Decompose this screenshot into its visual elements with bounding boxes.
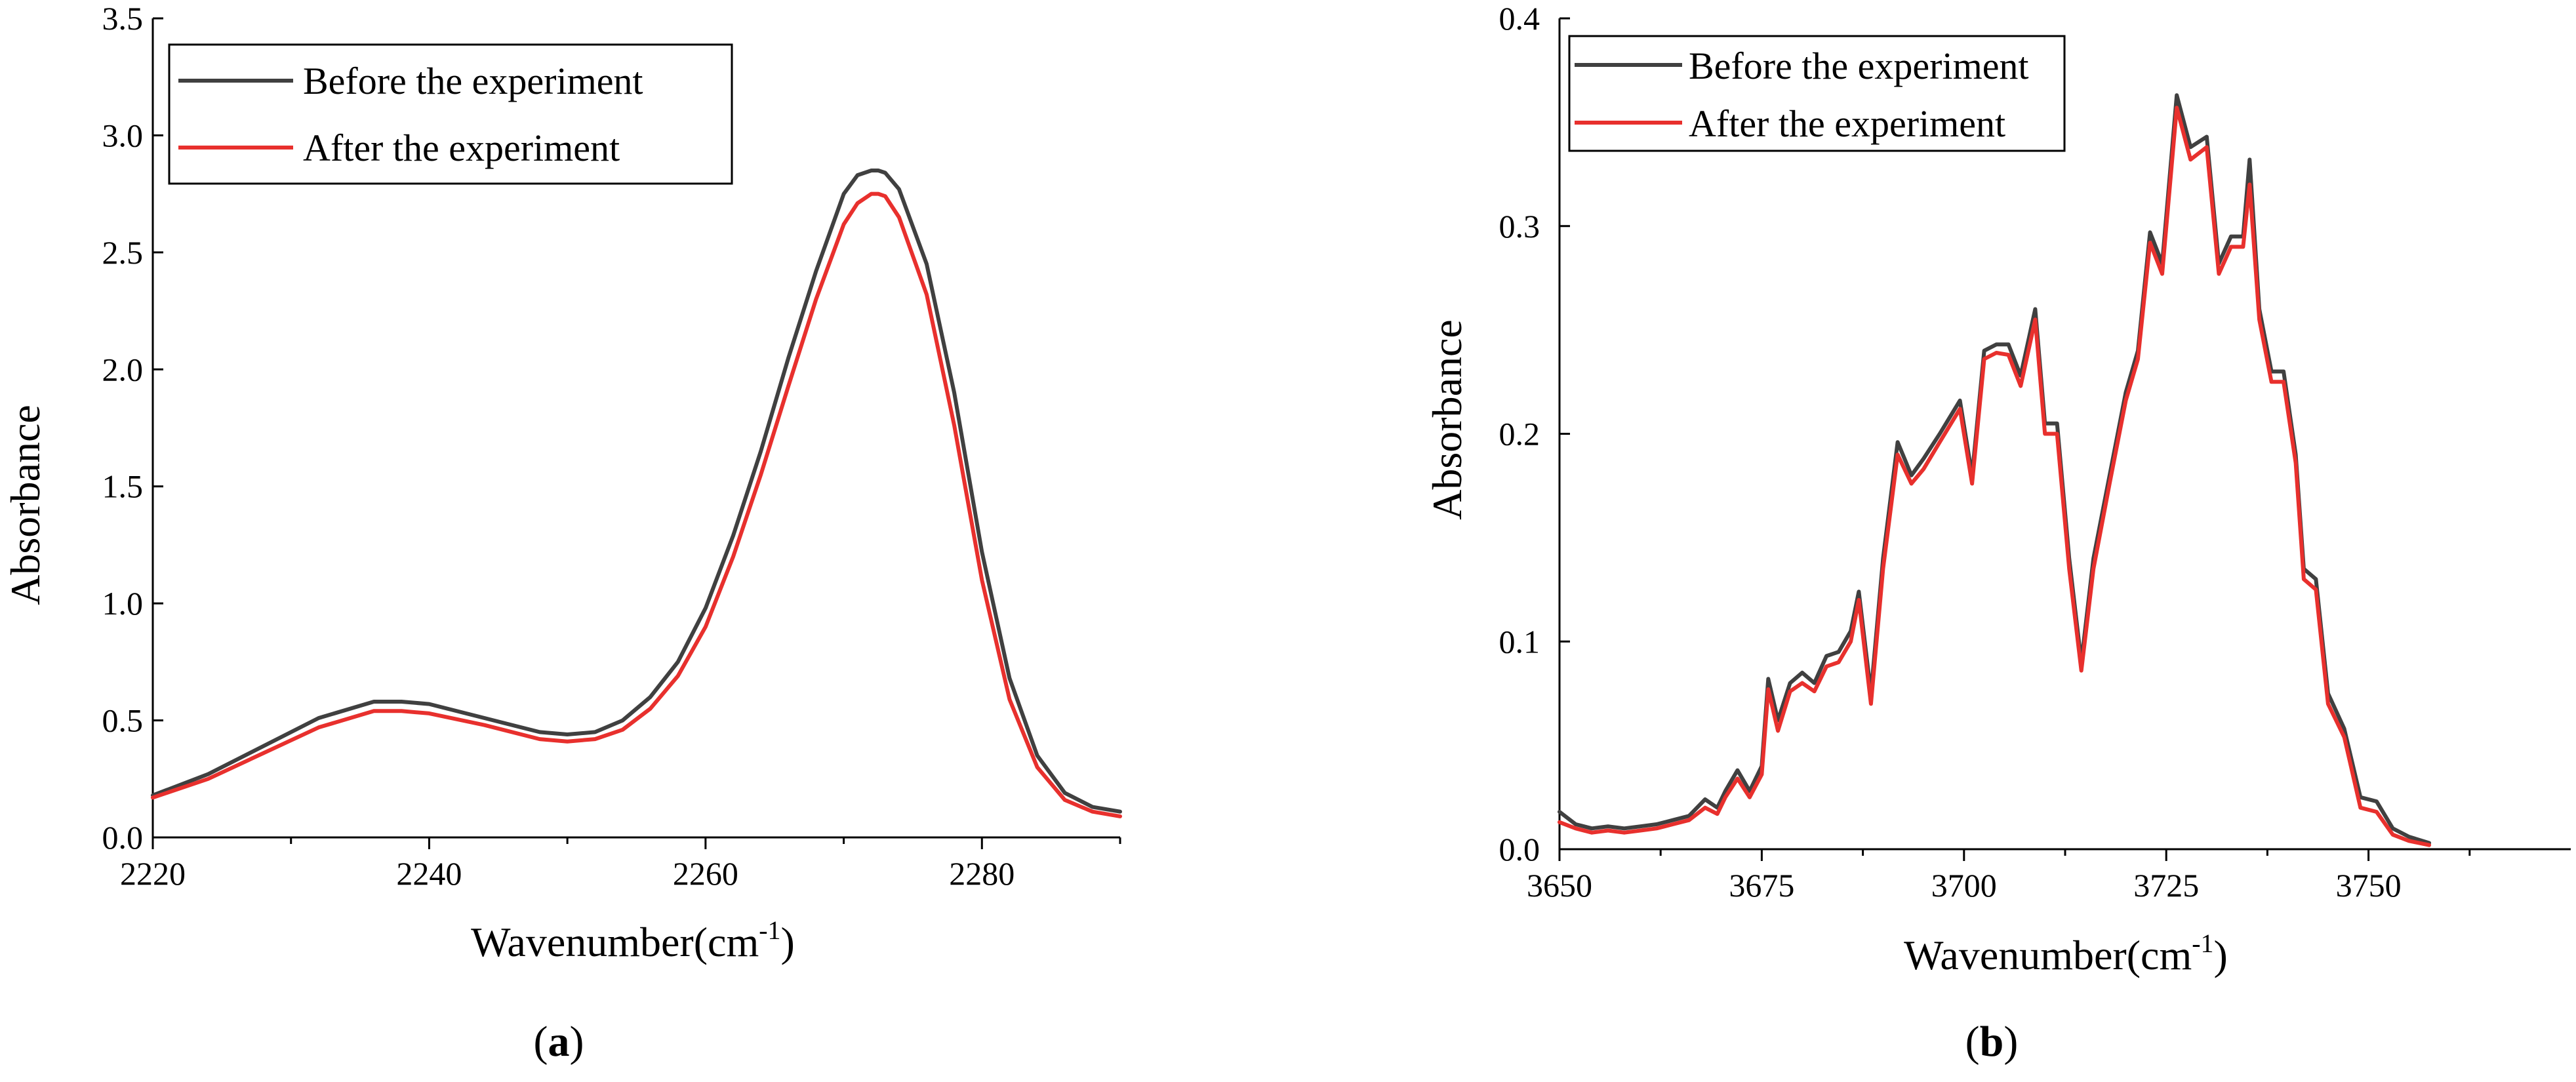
panel-b-series-line-before bbox=[1558, 93, 2432, 845]
panel-b-label: (b) bbox=[1965, 1018, 2019, 1066]
panel-a-y-tick-label: 3.0 bbox=[102, 117, 144, 153]
panel-a-y-axis-title: Absorbance bbox=[2, 405, 49, 605]
panel-a-series-line-after bbox=[151, 191, 1122, 818]
panel-a-y-tick-label: 1.5 bbox=[102, 468, 144, 505]
panel-a-x-tick-label: 2220 bbox=[120, 855, 186, 892]
panel-a-label: (a) bbox=[534, 1018, 584, 1066]
panel-b-x-tick-label: 3675 bbox=[1729, 867, 1794, 904]
panel-b-legend-label-after: After the experiment bbox=[1689, 102, 2005, 145]
panel-a-legend-box bbox=[168, 43, 733, 185]
panel-b-y-tick-label: 0.0 bbox=[1499, 831, 1540, 868]
panel-b-legend-box bbox=[1568, 35, 2066, 152]
panel-b-plot-area: 0.0 0.1 0.2 0.3 0.4 3650 3675 3700 3725 3750 bbox=[1499, 0, 2571, 904]
panel-b-y-axis-title: Absorbance bbox=[1424, 319, 1470, 520]
panel-a-y-tick-label: 0.0 bbox=[102, 819, 144, 856]
panel-b-y-tick-label: 0.1 bbox=[1499, 623, 1540, 660]
panel-b-x-tick-label: 3725 bbox=[2133, 867, 2199, 904]
panel-a-legend-label-after: After the experiment bbox=[303, 127, 620, 169]
panel-b-x-tick-label: 3650 bbox=[1527, 867, 1592, 904]
panel-a-y-tick-label: 0.5 bbox=[102, 702, 144, 739]
panel-a-x-axis-title: Wavenumber(cm-1) bbox=[471, 915, 795, 965]
panel-a-y-tick-label: 2.5 bbox=[102, 234, 144, 271]
panel-b-x-axis-title: Wavenumber(cm-1) bbox=[1904, 929, 2228, 978]
panel-b-y-tick-label: 0.3 bbox=[1499, 208, 1540, 245]
panel-a-series-line-before bbox=[151, 169, 1122, 814]
panel-a-y-tick-label: 2.0 bbox=[102, 351, 144, 388]
panel-b-x-tick-label: 3750 bbox=[2336, 867, 2402, 904]
panel-b-legend-label-before: Before the experiment bbox=[1689, 45, 2029, 87]
panel-a-x-tick-label: 2280 bbox=[949, 855, 1015, 892]
panel-b-y-tick-label: 0.2 bbox=[1499, 416, 1540, 452]
panel-b-y-tick-label: 0.4 bbox=[1499, 0, 1540, 37]
panel-b-series-line-after bbox=[1558, 106, 2432, 847]
panel-a-legend-label-before: Before the experiment bbox=[303, 60, 643, 102]
panel-a-plot-area: 0.0 0.5 1.0 1.5 2.0 2.5 3.0 3.5 2220 2240 2260 2280 bbox=[102, 0, 1122, 892]
panel-b-chart: 0.0 0.1 0.2 0.3 0.4 3650 3675 3700 3725 3750 Abso… bbox=[1424, 0, 2571, 1066]
panel-a-chart: 0.0 0.5 1.0 1.5 2.0 2.5 3.0 3.5 2220 2240 2260 2280… bbox=[2, 0, 1122, 1066]
panel-b-x-tick-label: 3700 bbox=[1931, 867, 1997, 904]
panel-a-legend: Before the experiment After the experime… bbox=[168, 43, 733, 185]
panel-a-x-tick-label: 2240 bbox=[396, 855, 462, 892]
panel-b-legend: Before the experiment After the experime… bbox=[1568, 35, 2066, 152]
panel-a-y-tick-label: 3.5 bbox=[102, 0, 144, 37]
panel-a-x-tick-label: 2260 bbox=[673, 855, 738, 892]
panel-a-y-tick-label: 1.0 bbox=[102, 585, 144, 622]
